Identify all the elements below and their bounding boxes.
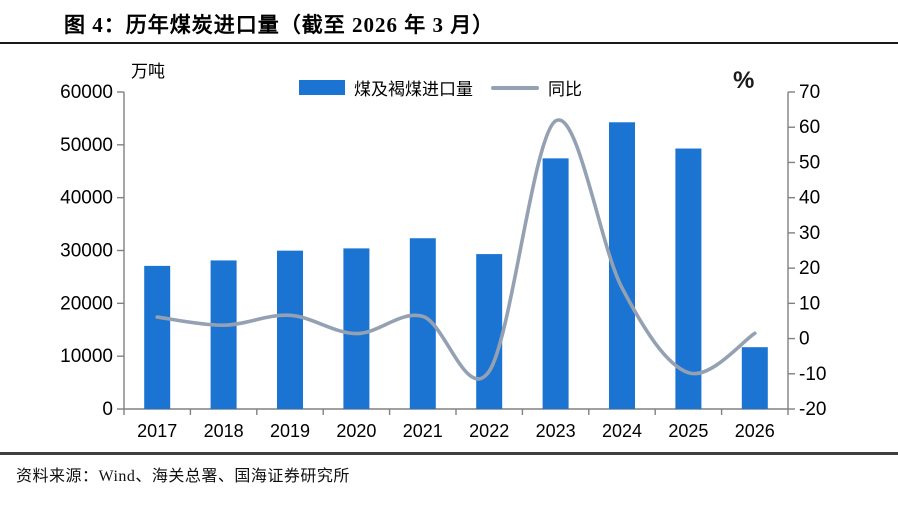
left-axis-unit-label: 万吨 [131, 62, 165, 81]
left-axis-tick-label: 20000 [60, 293, 113, 314]
right-axis-unit-label: % [733, 67, 755, 94]
bar-series-swatch [299, 80, 345, 95]
left-axis-tick-label: 30000 [60, 241, 113, 262]
bar-2017 [144, 265, 171, 409]
right-axis-tick-label: 60 [799, 117, 820, 138]
left-axis-tick-label: 60000 [60, 82, 113, 103]
bar-2023 [542, 158, 569, 409]
right-axis-tick-label: 40 [799, 188, 820, 209]
left-axis-tick-label: 40000 [60, 188, 113, 209]
x-axis-label-2023: 2023 [536, 421, 576, 441]
right-axis-tick-label: 20 [799, 258, 820, 279]
x-axis-label-2025: 2025 [668, 421, 708, 441]
x-axis-label-2024: 2024 [602, 421, 642, 441]
left-axis-tick-label: 50000 [60, 135, 113, 156]
x-axis-label-2020: 2020 [336, 421, 376, 441]
x-axis-label-2019: 2019 [270, 421, 310, 441]
line-series-swatch [491, 85, 539, 90]
bar-2026 [741, 347, 768, 409]
left-axis-tick-label: 10000 [60, 346, 113, 367]
x-axis-label-2022: 2022 [469, 421, 509, 441]
footer-divider [0, 452, 898, 455]
left-axis-tick-label: 0 [102, 399, 113, 420]
x-axis-label-2018: 2018 [204, 421, 244, 441]
bar-2018 [210, 260, 237, 409]
plot-area: 0 10000 20000 30000 40000 50000 60000 -20 -10 0 10… [60, 82, 826, 441]
yoy-line [155, 118, 757, 381]
bar-2019 [277, 250, 303, 409]
x-axis-label-2026: 2026 [735, 421, 775, 441]
source-note: 资料来源：Wind、海关总署、国海证券研究所 [16, 468, 350, 485]
right-axis-tick-label: 0 [799, 329, 810, 350]
right-axis-tick-label: -10 [799, 364, 826, 385]
bar-2020 [343, 248, 370, 409]
figure-title: 图 4：历年煤炭进口量（截至 2026 年 3 月） [64, 13, 495, 37]
bar-2022 [476, 254, 503, 409]
x-axis-label-2017: 2017 [137, 421, 177, 441]
right-axis-tick-label: 50 [799, 152, 820, 173]
right-axis-tick-label: 30 [799, 223, 820, 244]
bar-series-label: 煤及褐煤进口量 [354, 80, 473, 99]
right-axis-tick-label: 10 [799, 293, 820, 314]
line-series-label: 同比 [548, 80, 582, 99]
right-axis-tick-label: -20 [799, 399, 826, 420]
x-axis-label-2021: 2021 [403, 421, 443, 441]
bar-2025 [675, 148, 702, 409]
right-axis-tick-label: 70 [799, 82, 820, 103]
chart-legend: 煤及褐煤进口量 同比 [299, 75, 582, 100]
coal-import-chart: 0 10000 20000 30000 40000 50000 60000 -20 -10 0 10… [0, 55, 898, 453]
title-divider [0, 42, 898, 44]
